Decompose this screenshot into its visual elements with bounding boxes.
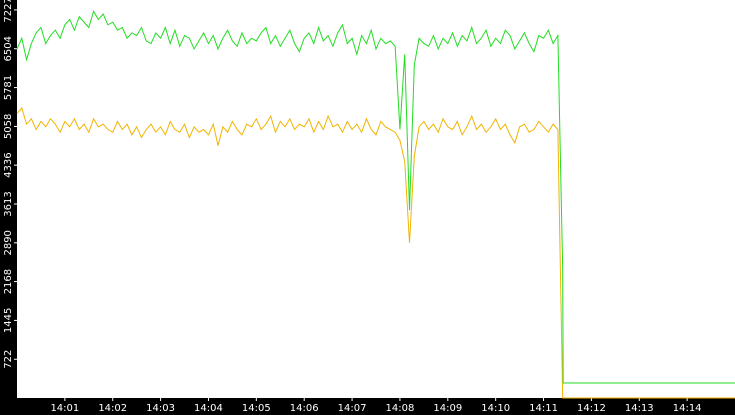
x-tick-label: 14:11 — [529, 403, 558, 414]
y-tick-label: 2890 — [3, 230, 14, 255]
x-tick-label: 14:08 — [386, 403, 415, 414]
y-tick-label: 5058 — [3, 114, 14, 139]
series-line — [16, 107, 735, 399]
series-line — [16, 10, 735, 384]
x-tick-label: 14:02 — [98, 403, 127, 414]
x-tick-label: 14:14 — [673, 403, 702, 414]
y-tick-label: 722 — [3, 350, 14, 369]
y-tick-label: 7227 — [3, 0, 14, 23]
y-tick-label: 4336 — [3, 152, 14, 177]
x-tick-label: 14:09 — [433, 403, 462, 414]
y-tick-label: 1445 — [3, 308, 14, 333]
x-tick-label: 14:13 — [625, 403, 654, 414]
x-tick-label: 14:12 — [577, 403, 606, 414]
x-tick-label: 14:01 — [50, 403, 79, 414]
x-tick-label: 14:06 — [290, 403, 319, 414]
y-tick-label: 3613 — [3, 191, 14, 216]
x-tick-label: 14:05 — [242, 403, 271, 414]
y-axis-strip — [0, 0, 17, 415]
y-tick-label: 2168 — [3, 269, 14, 294]
x-tick-label: 14:10 — [481, 403, 510, 414]
x-tick-label: 14:03 — [146, 403, 175, 414]
x-axis-strip — [0, 398, 735, 415]
x-tick-label: 14:04 — [194, 403, 223, 414]
x-tick-label: 14:07 — [338, 403, 367, 414]
y-tick-label: 5781 — [3, 75, 14, 100]
y-tick-label: 6504 — [3, 36, 14, 61]
